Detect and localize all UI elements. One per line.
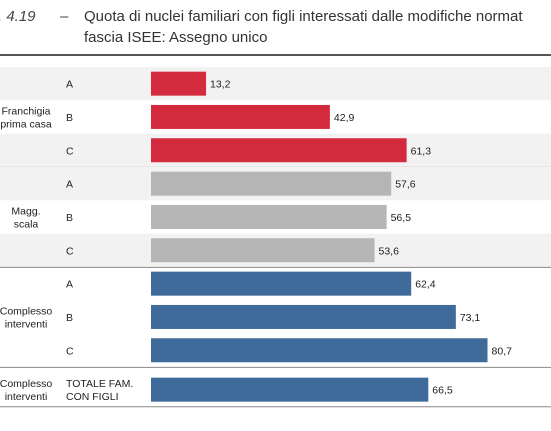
header-rule — [0, 54, 551, 56]
group-label-3-0: Complesso — [0, 378, 52, 390]
bar-2-0 — [151, 271, 412, 296]
bar-value-label-1-0: 57,6 — [395, 179, 416, 191]
title-dash: – — [60, 8, 69, 25]
bar-value-label-2-2: 80,7 — [492, 345, 513, 357]
bar-0-2 — [151, 138, 407, 163]
category-label-3-0-1: CON FIGLI — [66, 391, 119, 403]
bar-value-label-1-1: 56,5 — [391, 212, 412, 224]
bar-3-0 — [151, 377, 429, 402]
category-label-2-0: A — [66, 279, 73, 291]
category-label-3-0-0: TOTALE FAM. — [66, 378, 133, 390]
category-label-0-0: A — [66, 79, 73, 91]
category-label-1-1: B — [66, 212, 73, 224]
category-label-1-2: C — [66, 245, 74, 257]
bar-value-label-3-0: 66,5 — [432, 385, 453, 397]
category-label-0-2: C — [66, 145, 74, 157]
figure-number: . 4.19 — [0, 8, 36, 25]
bar-2-2 — [151, 338, 488, 363]
group-label-0-0: Franchigia — [1, 105, 50, 117]
bar-value-label-0-0: 13,2 — [210, 79, 231, 91]
bar-1-2 — [151, 238, 375, 263]
category-label-1-0: A — [66, 179, 73, 191]
bar-1-1 — [151, 204, 387, 229]
row-band-0-0 — [0, 67, 551, 101]
category-label-2-2: C — [66, 345, 74, 357]
bar-2-1 — [151, 304, 456, 329]
chart-title-line-1: Quota di nuclei familiari con figli inte… — [84, 8, 523, 25]
bar-value-label-0-1: 42,9 — [334, 112, 355, 124]
group-label-1-1: scala — [14, 218, 39, 230]
bar-1-0 — [151, 171, 392, 196]
group-label-1-0: Magg. — [11, 205, 40, 217]
chart-title-line-2: fascia ISEE: Assegno unico — [84, 29, 268, 46]
bar-value-label-2-0: 62,4 — [415, 279, 436, 291]
bar-0-1 — [151, 104, 330, 129]
group-label-2-1: interventi — [5, 318, 48, 330]
group-label-2-0: Complesso — [0, 305, 52, 317]
bar-0-0 — [151, 71, 207, 96]
bar-value-label-2-1: 73,1 — [460, 312, 481, 324]
category-label-0-1: B — [66, 112, 73, 124]
group-label-0-1: prima casa — [0, 118, 52, 130]
group-label-3-1: interventi — [5, 391, 48, 403]
bar-value-label-0-2: 61,3 — [411, 145, 432, 157]
bar-value-label-1-2: 53,6 — [379, 245, 400, 257]
figure-header: . 4.19 – Quota di nuclei familiari con f… — [0, 0, 551, 60]
category-label-2-1: B — [66, 312, 73, 324]
